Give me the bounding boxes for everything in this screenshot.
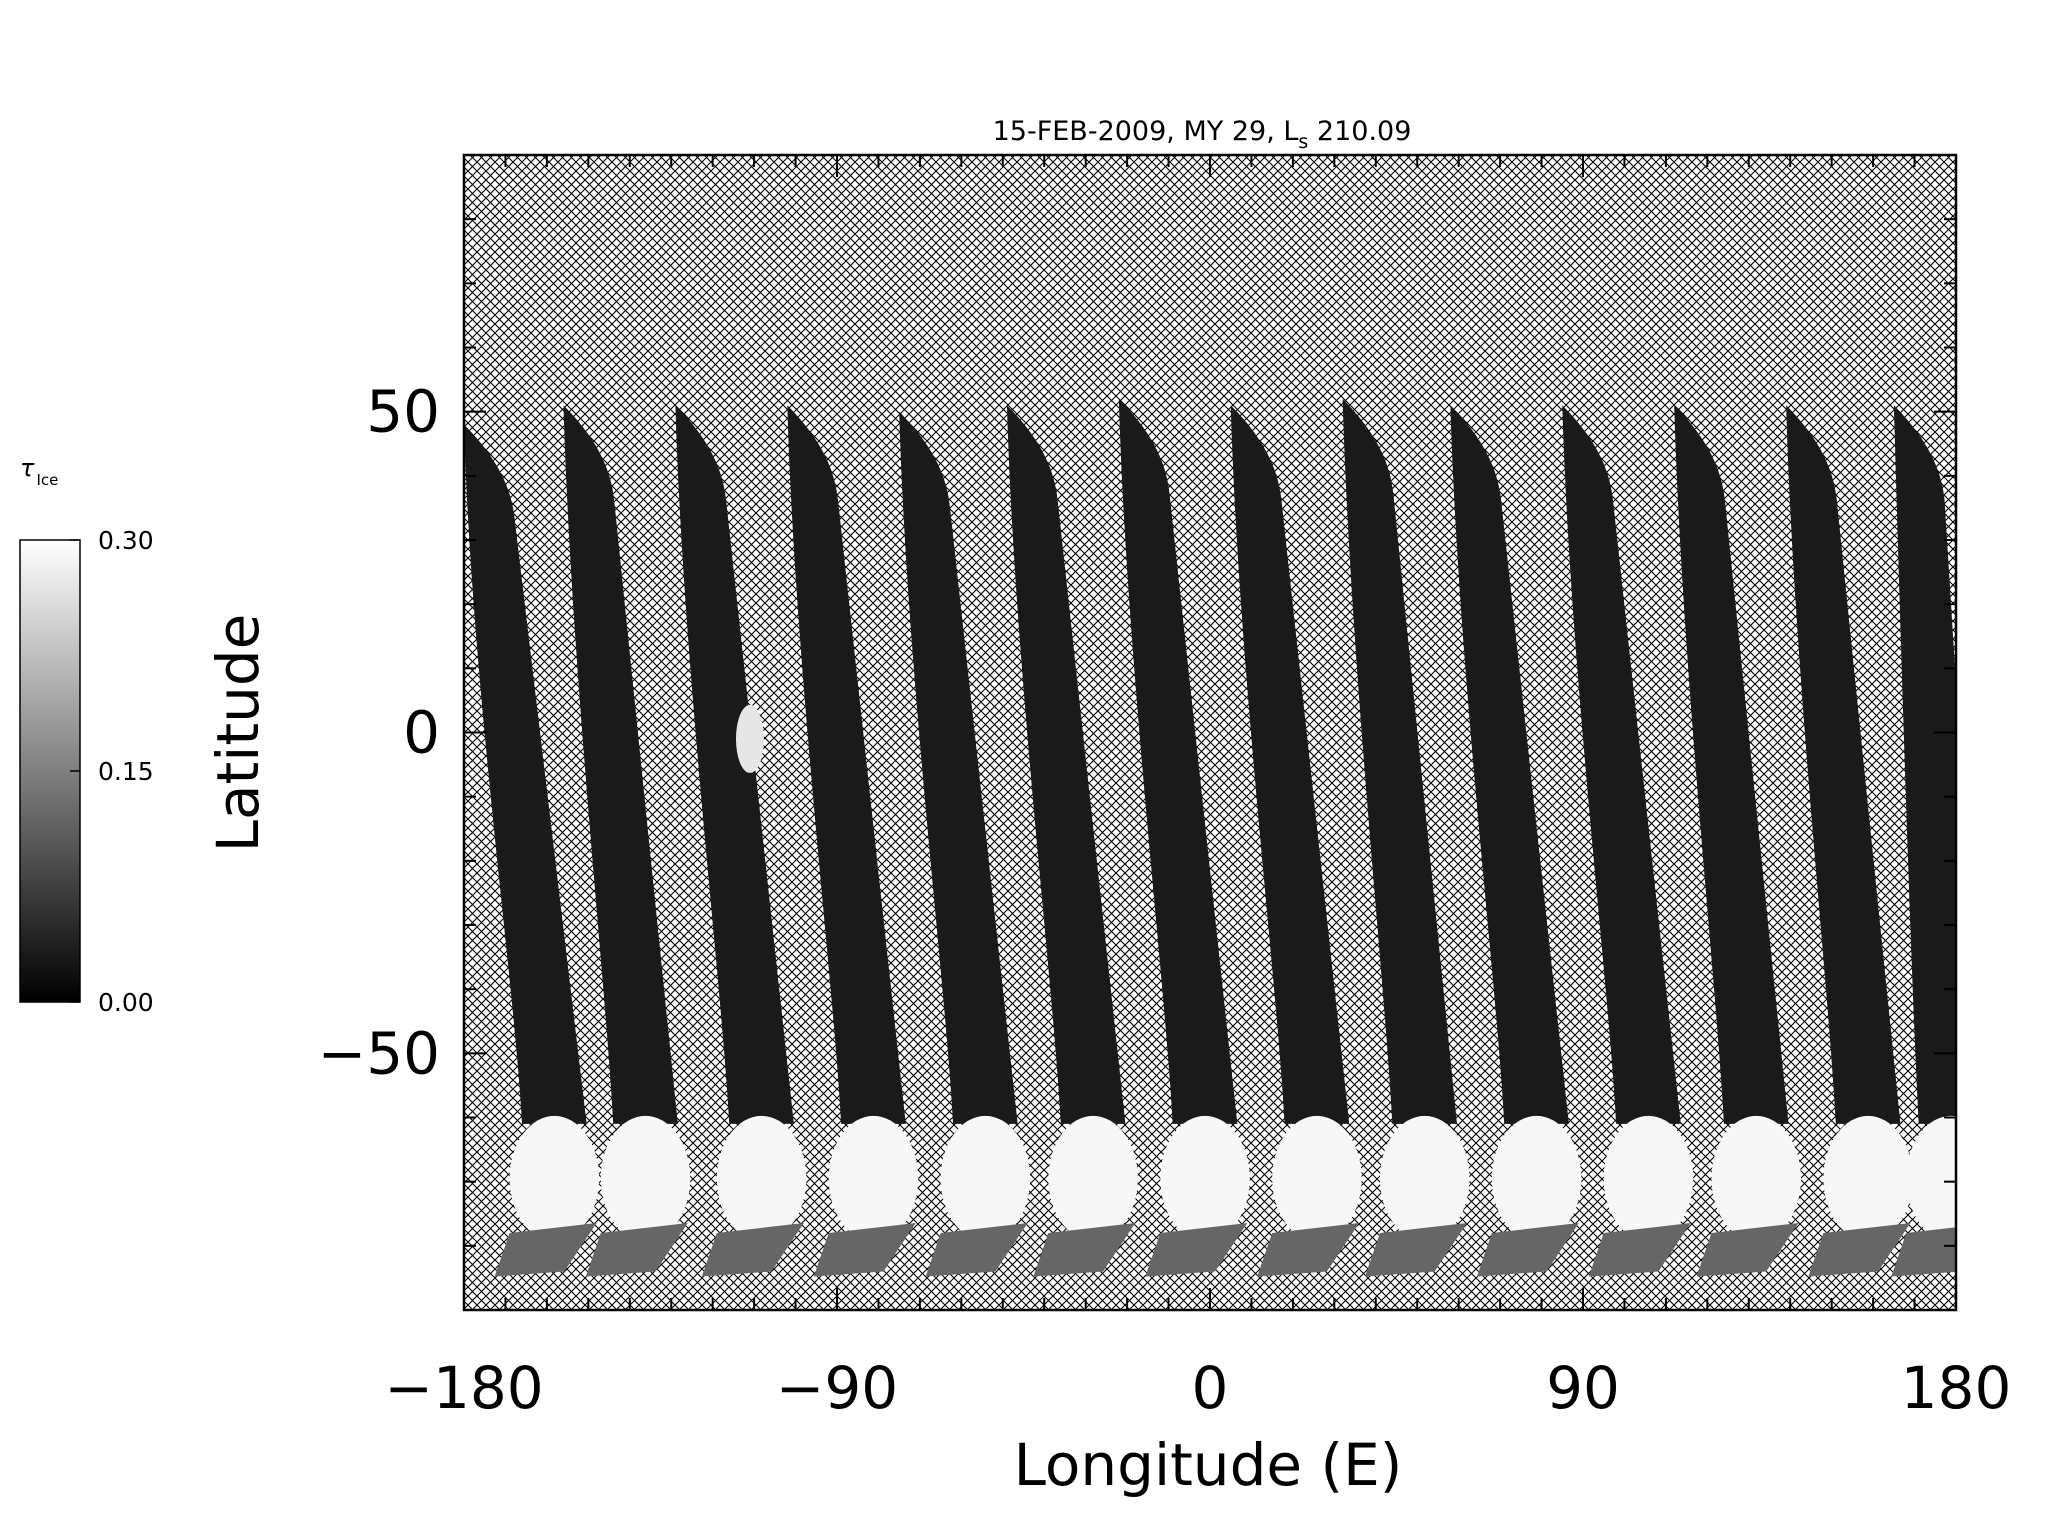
x-tick-label: 0 xyxy=(1192,1354,1229,1422)
swath-tail xyxy=(1476,1223,1579,1277)
colorbar-tick-label: 0.00 xyxy=(98,988,154,1017)
y-axis-label: Latitude xyxy=(204,614,272,853)
swath-tail xyxy=(1696,1223,1799,1277)
y-ticks: −50 0 50 xyxy=(318,154,1956,1311)
swath xyxy=(675,405,794,1124)
swath xyxy=(1450,405,1569,1124)
swath-tail xyxy=(1033,1223,1136,1277)
y-tick-label: −50 xyxy=(318,1019,440,1087)
polar-ice-patch xyxy=(1906,1115,1956,1241)
polar-ice-patch xyxy=(1491,1115,1582,1242)
swath-tail xyxy=(1891,1227,1956,1277)
y-tick-label: 0 xyxy=(403,699,440,767)
x-tick-label: 180 xyxy=(1901,1354,2012,1422)
polar-ice-patch xyxy=(1711,1115,1801,1242)
swath xyxy=(464,424,587,1124)
swath-tail xyxy=(1145,1223,1248,1277)
polar-ice-patch xyxy=(1160,1115,1250,1242)
swath-tail xyxy=(1257,1223,1360,1277)
swath xyxy=(1006,405,1126,1124)
swath xyxy=(563,405,678,1124)
swath xyxy=(899,411,1018,1124)
swath xyxy=(1230,405,1350,1124)
swath-tail xyxy=(1808,1223,1911,1277)
swath xyxy=(1786,405,1901,1124)
polar-ice-patch xyxy=(1823,1115,1913,1242)
polar-ice-patch xyxy=(1379,1115,1470,1242)
x-ticks: −180 −90 0 90 180 xyxy=(384,155,2011,1422)
polar-ice-patch xyxy=(509,1115,600,1242)
polar-ice-patch xyxy=(1048,1115,1138,1242)
swath xyxy=(1893,405,1956,1124)
swath xyxy=(1118,398,1238,1124)
swath-layer xyxy=(464,398,1956,1277)
colorbar: τ Ice 0.00 0.15 0.30 xyxy=(19,454,154,1017)
swath-tail xyxy=(813,1223,916,1277)
colorbar-title: τ Ice xyxy=(20,454,58,489)
y-tick-label: 50 xyxy=(366,378,440,446)
swath-tail xyxy=(585,1223,688,1277)
swath-tail xyxy=(1365,1223,1467,1277)
swath-tail xyxy=(1588,1223,1691,1277)
swath xyxy=(1674,405,1789,1124)
bright-patch xyxy=(735,704,764,773)
x-tick-label: −180 xyxy=(384,1354,543,1422)
chart-title: 15-FEB-2009, MY 29, Ls 210.09 xyxy=(993,116,1412,153)
swath-tail xyxy=(701,1223,804,1277)
colorbar-tick-label: 0.15 xyxy=(98,757,154,786)
x-tick-label: −90 xyxy=(776,1354,898,1422)
swath xyxy=(1562,405,1681,1124)
swath xyxy=(787,405,906,1124)
polar-ice-patch xyxy=(600,1115,691,1242)
polar-ice-patch xyxy=(1603,1115,1694,1242)
polar-ice-patch xyxy=(1272,1115,1362,1242)
polar-ice-patch xyxy=(716,1115,807,1242)
swath-tail xyxy=(494,1223,597,1277)
x-tick-label: 90 xyxy=(1546,1354,1620,1422)
swath-tail xyxy=(925,1223,1028,1277)
x-axis-label: Longitude (E) xyxy=(1014,1431,1403,1499)
colorbar-tick-label: 0.30 xyxy=(98,526,154,555)
polar-ice-patch xyxy=(828,1115,919,1242)
polar-ice-patch xyxy=(940,1115,1031,1242)
swath xyxy=(1342,398,1458,1124)
